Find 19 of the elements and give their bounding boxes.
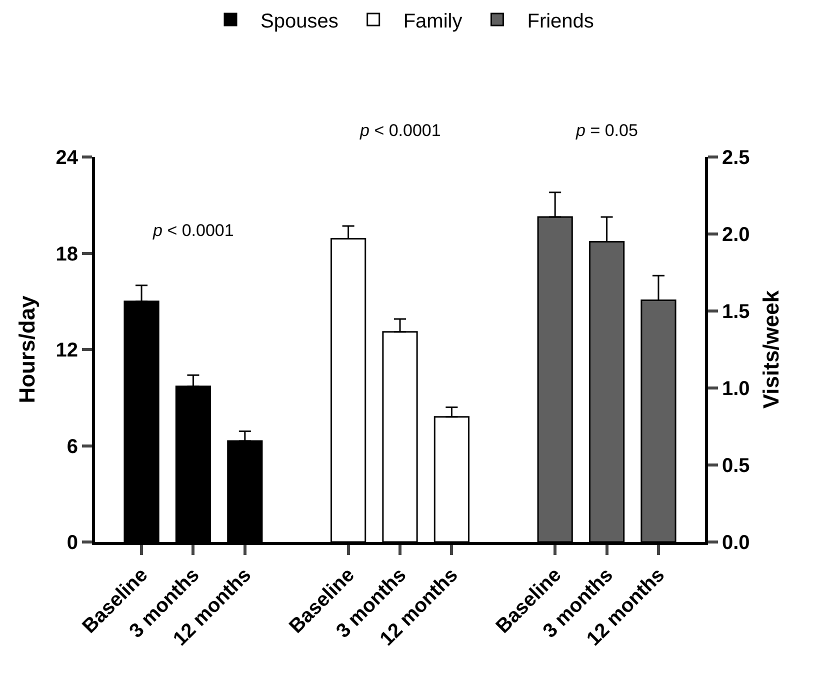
y2-tick-label: 2.0 bbox=[722, 224, 750, 246]
y-tick-label: 0 bbox=[66, 532, 78, 554]
y2-tick-label: 1.0 bbox=[722, 378, 750, 400]
y-tick-label: 24 bbox=[56, 147, 79, 169]
legend-label: Family bbox=[403, 10, 462, 32]
legend-label: Spouses bbox=[260, 10, 338, 32]
y-tick-label: 18 bbox=[56, 243, 78, 266]
text: p < 0.0001 bbox=[359, 121, 441, 140]
y2-tick-label: 0.5 bbox=[722, 455, 750, 477]
text: p = 0.05 bbox=[575, 121, 638, 140]
y2-tick-label: 1.5 bbox=[722, 301, 750, 323]
annotation: p < 0.0001 bbox=[152, 221, 234, 240]
y-tick-label: 12 bbox=[56, 340, 78, 362]
y2-tick-label: 0.0 bbox=[722, 532, 750, 554]
y-axis-title: Hours/day bbox=[14, 294, 40, 404]
y2-axis-title: Visits/week bbox=[758, 290, 784, 409]
legend-label: Friends bbox=[527, 10, 594, 32]
y2-tick-label: 2.5 bbox=[722, 147, 750, 169]
y-tick-label: 6 bbox=[66, 436, 78, 458]
